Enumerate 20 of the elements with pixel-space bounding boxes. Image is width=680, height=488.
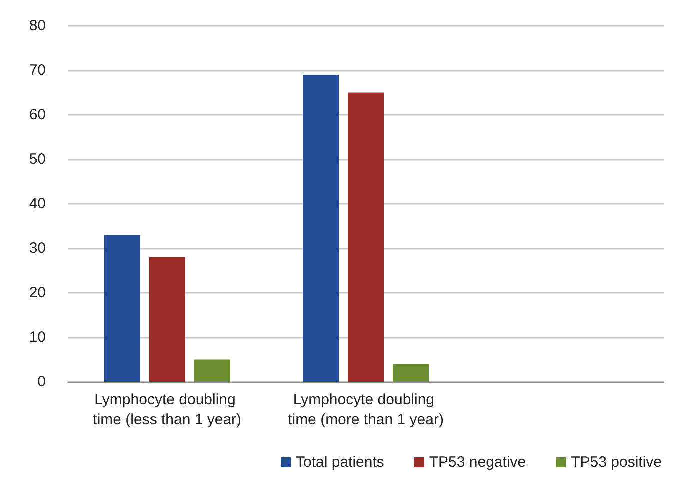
y-tick-label: 20	[29, 284, 46, 302]
y-tick-label: 50	[29, 151, 46, 168]
bar	[303, 74, 339, 382]
y-tick-label: 0	[38, 374, 46, 390]
bar	[348, 92, 384, 382]
legend-label: Total patients	[296, 454, 384, 471]
bar	[393, 364, 429, 382]
x-tick-label: Lymphocyte doubling time (less than 1 year)	[93, 392, 242, 428]
y-tick-label: 10	[29, 329, 46, 346]
y-tick-label: 60	[29, 106, 46, 124]
y-tick-label: 80	[29, 18, 46, 34]
bar	[104, 235, 140, 382]
y-tick-label: 70	[29, 62, 46, 79]
legend-label: TP53 negative	[429, 454, 526, 471]
legend-label: TP53 positive	[571, 454, 662, 471]
bar	[194, 360, 230, 382]
bar	[149, 257, 186, 382]
y-tick-label: 30	[29, 240, 46, 257]
y-tick-label: 40	[29, 196, 46, 212]
x-tick-label: Lymphocyte doubling time (more than 1 year)	[288, 392, 444, 428]
